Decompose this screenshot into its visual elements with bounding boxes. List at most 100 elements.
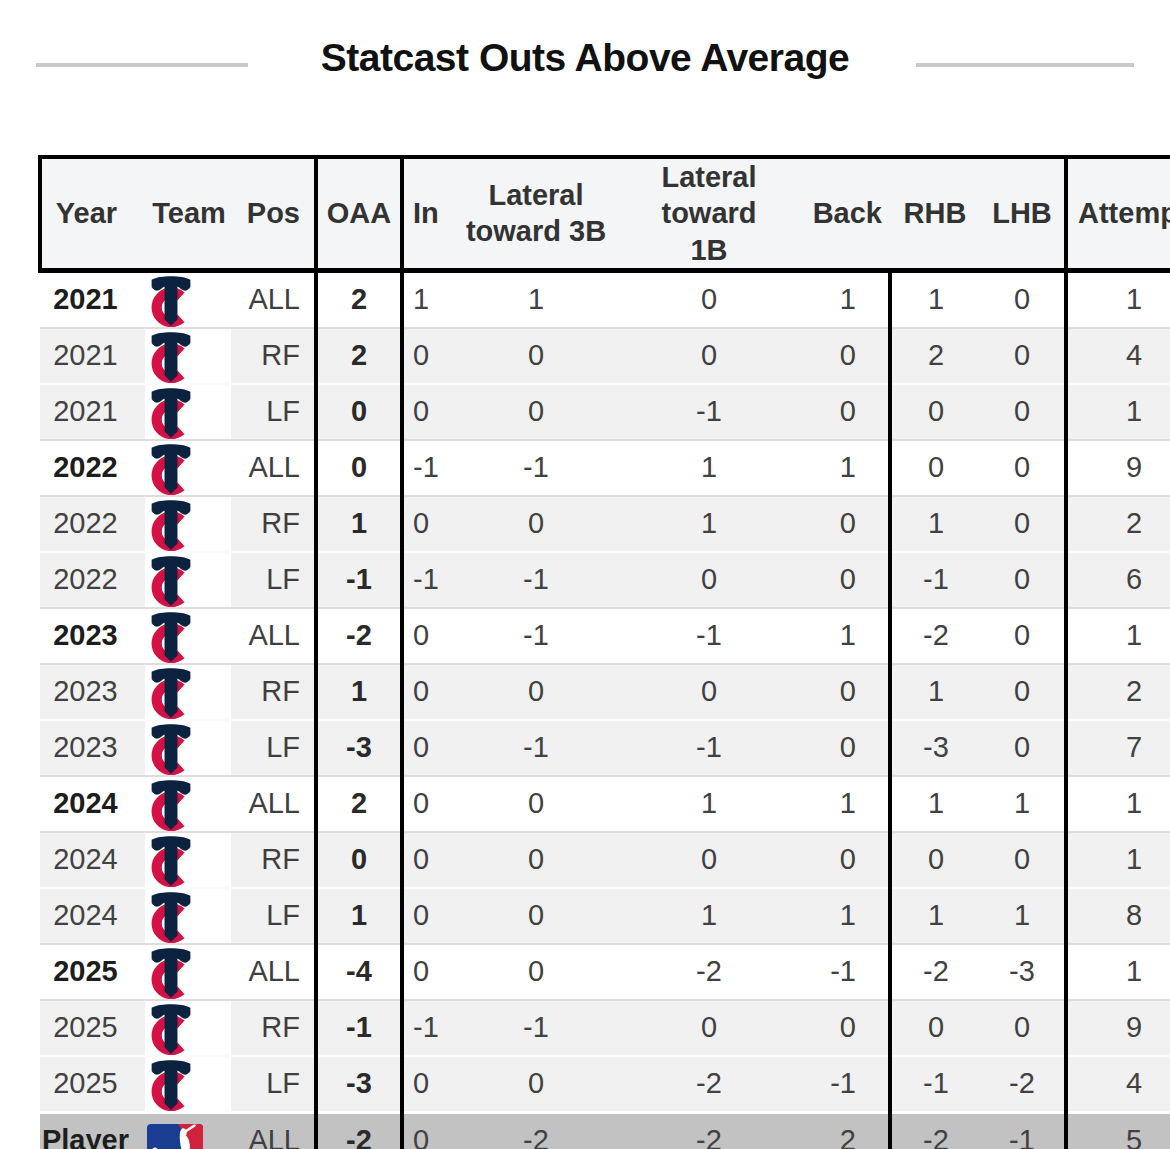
rhb-cell: -1 [890, 1056, 980, 1113]
in-cell: 0 [402, 1112, 450, 1149]
pos-cell: ALL [233, 440, 316, 496]
pos-cell: ALL [233, 1112, 316, 1149]
year-cell: 2024 [40, 776, 145, 832]
minnesota-twins-tc-logo [145, 1001, 231, 1055]
lhb-cell: -1 [980, 1112, 1066, 1149]
lhb-cell: 0 [980, 328, 1066, 384]
rhb-cell: 0 [890, 440, 980, 496]
lateral-1b-cell: -2 [610, 1056, 772, 1113]
in-cell: -1 [402, 440, 450, 496]
pos-cell: RF [233, 664, 316, 720]
year-cell: 2023 [40, 608, 145, 664]
oaa-cell: 0 [316, 832, 402, 888]
table-row: 2024 RF 0 0 0 0 0 0 0 1 [40, 832, 1170, 888]
back-cell: -1 [772, 1056, 890, 1113]
header-pos: Pos [233, 157, 316, 270]
lateral-1b-cell: -1 [610, 608, 772, 664]
lateral-3b-cell: -1 [450, 440, 610, 496]
lateral-3b-cell: 0 [450, 832, 610, 888]
oaa-cell: -2 [316, 608, 402, 664]
pos-cell: RF [233, 328, 316, 384]
team-cell [145, 664, 233, 720]
attempts-cell: 6 [1066, 552, 1170, 608]
oaa-cell: -1 [316, 552, 402, 608]
table-row: 2022 LF -1 -1 -1 0 0 -1 0 6 [40, 552, 1170, 608]
year-cell: 2024 [40, 888, 145, 944]
team-cell [145, 944, 233, 1000]
lateral-1b-cell: -1 [610, 384, 772, 440]
table-row: 2021 LF 0 0 0 -1 0 0 0 1 [40, 384, 1170, 440]
minnesota-twins-tc-logo [145, 497, 231, 551]
lhb-cell: 0 [980, 384, 1066, 440]
oaa-cell: -2 [316, 1112, 402, 1149]
lateral-3b-cell: 0 [450, 888, 610, 944]
in-cell: 0 [402, 720, 450, 776]
table-row: 2025 ALL -4 0 0 -2 -1 -2 -3 1 [40, 944, 1170, 1000]
rhb-cell: 1 [890, 270, 980, 328]
lateral-1b-cell: 1 [610, 440, 772, 496]
minnesota-twins-tc-logo [145, 553, 231, 607]
statcast-oaa-page: Statcast Outs Above Average Year Team Po… [0, 0, 1170, 1149]
oaa-cell: 1 [316, 664, 402, 720]
team-cell [145, 270, 233, 328]
attempts-cell: 9 [1066, 1000, 1170, 1056]
lateral-3b-cell: 0 [450, 1056, 610, 1113]
minnesota-twins-tc-logo [145, 1057, 231, 1111]
header-lateral-1b: Lateral toward 1B [610, 157, 772, 270]
lateral-1b-cell: 1 [610, 888, 772, 944]
lateral-1b-cell: 0 [610, 270, 772, 328]
team-cell [145, 552, 233, 608]
year-cell: 2022 [40, 496, 145, 552]
lhb-cell: 0 [980, 496, 1066, 552]
attempts-cell: 1 [1066, 832, 1170, 888]
lhb-cell: 0 [980, 720, 1066, 776]
attempts-cell: 2 [1066, 664, 1170, 720]
lateral-3b-cell: 0 [450, 944, 610, 1000]
year-cell: Player [40, 1112, 145, 1149]
table-row: 2024 ALL 2 0 0 1 1 1 1 1 [40, 776, 1170, 832]
lateral-3b-cell: 0 [450, 664, 610, 720]
lhb-cell: 1 [980, 776, 1066, 832]
lateral-3b-cell: 0 [450, 328, 610, 384]
year-cell: 2025 [40, 1056, 145, 1113]
lhb-cell: 0 [980, 1000, 1066, 1056]
team-cell [145, 888, 233, 944]
attempts-cell: 2 [1066, 496, 1170, 552]
attempts-cell: 1 [1066, 384, 1170, 440]
header-in: In [402, 157, 450, 270]
pos-cell: ALL [233, 776, 316, 832]
lhb-cell: 0 [980, 608, 1066, 664]
back-cell: 1 [772, 888, 890, 944]
back-cell: -1 [772, 944, 890, 1000]
pos-cell: LF [233, 384, 316, 440]
in-cell: -1 [402, 1000, 450, 1056]
back-cell: 0 [772, 832, 890, 888]
minnesota-twins-tc-logo [145, 889, 231, 943]
rhb-cell: 2 [890, 328, 980, 384]
in-cell: 0 [402, 496, 450, 552]
team-cell [145, 776, 233, 832]
back-cell: 0 [772, 1000, 890, 1056]
year-cell: 2022 [40, 440, 145, 496]
pos-cell: RF [233, 496, 316, 552]
lateral-1b-cell: 1 [610, 496, 772, 552]
year-cell: 2023 [40, 720, 145, 776]
rhb-cell: 1 [890, 888, 980, 944]
oaa-cell: 2 [316, 270, 402, 328]
header-lhb: LHB [980, 157, 1066, 270]
lateral-1b-cell: -2 [610, 1112, 772, 1149]
lhb-cell: 0 [980, 664, 1066, 720]
team-cell [145, 1000, 233, 1056]
lateral-1b-cell: -1 [610, 720, 772, 776]
table-row: 2023 RF 1 0 0 0 0 1 0 2 [40, 664, 1170, 720]
back-cell: 0 [772, 384, 890, 440]
back-cell: 0 [772, 328, 890, 384]
year-cell: 2021 [40, 384, 145, 440]
rhb-cell: 0 [890, 832, 980, 888]
rhb-cell: -3 [890, 720, 980, 776]
in-cell: -1 [402, 552, 450, 608]
back-cell: 0 [772, 496, 890, 552]
lateral-3b-cell: -1 [450, 552, 610, 608]
in-cell: 0 [402, 328, 450, 384]
minnesota-twins-tc-logo [145, 329, 231, 383]
